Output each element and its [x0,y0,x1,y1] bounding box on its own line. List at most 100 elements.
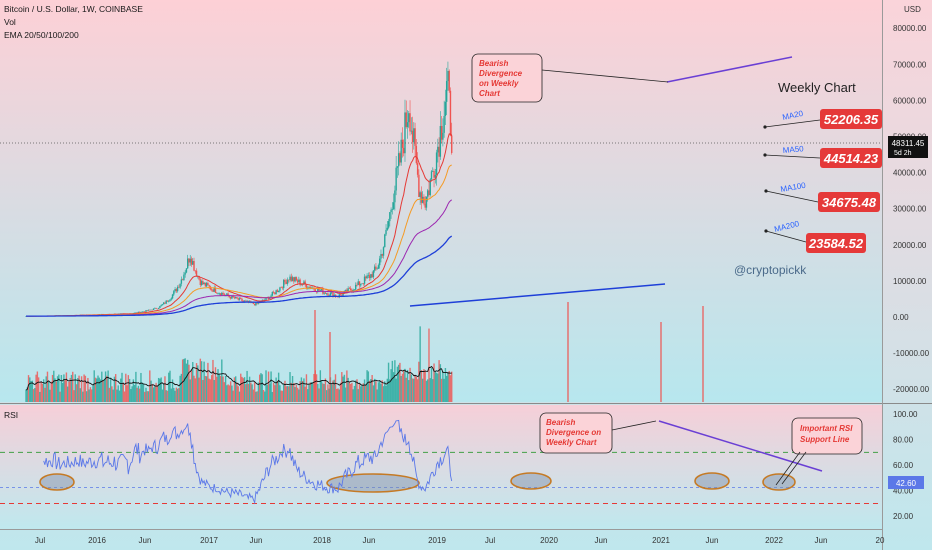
volume-bar [404,368,406,402]
volume-bar [221,359,223,402]
volume-bar [155,382,157,402]
candle-body [433,170,435,178]
rsi-support-text-1: Important RSI [800,424,853,433]
candle-body [308,286,310,289]
candle-body [424,203,426,208]
candle-body [376,268,378,270]
volume-bar [366,370,368,402]
volume-bar [227,384,229,402]
candle-body [406,122,409,127]
ma100-dot [764,189,768,193]
candle-body [202,281,204,285]
time-axis-tick: Jul [35,536,45,545]
candle-body [444,101,447,117]
volume-bar [178,388,180,402]
candle-body [136,312,138,314]
candle-body [295,277,298,281]
price-badge-countdown: 5d 2h [894,150,912,157]
volume-bar [315,374,318,402]
candle-body [183,274,185,281]
candle-body [445,81,448,102]
candle-body [165,300,167,304]
candle-body [361,283,363,285]
volume-bar [37,377,40,402]
candle-body [169,299,171,301]
candle-body [219,293,222,296]
candle-body [156,308,159,310]
rsi-bearish-pointer [611,420,657,431]
candle-body [367,275,370,276]
volume-bar [142,383,145,402]
candle-body [372,270,375,278]
volume-bar [391,360,394,402]
volume-bar [390,369,392,402]
volume-bar [112,389,114,402]
volume-bar [26,387,28,402]
volume-bar [250,382,252,402]
volume-bar [235,376,237,402]
candle-body [144,311,146,313]
candle-body [389,212,391,222]
ma200-pointer [765,230,807,243]
volume-bar [70,374,73,402]
volume-bar [106,375,108,402]
candle-body [368,275,371,279]
candle-body [327,293,329,296]
volume-bar [309,382,311,402]
candle-body [371,274,373,278]
ma200-value: 23584.52 [808,236,864,251]
volume-spike [567,302,569,402]
volume-bar [128,378,131,402]
volume-bar [217,369,219,402]
volume-bar [339,382,342,402]
candle-body [171,294,174,299]
volume-bar [90,389,93,402]
volume-bar [281,390,284,402]
volume-bar [240,373,242,402]
volume-bar [284,380,286,402]
volume-bar [214,367,217,402]
volume-bar [99,379,102,402]
candle-body [403,147,405,154]
volume-bar [259,374,261,402]
volume-bar [238,391,241,402]
ema200-support-line [409,283,666,307]
volume-bar [189,379,191,402]
volume-bar [156,385,159,402]
volume-bar [85,391,88,402]
volume-bar [348,381,351,402]
volume-bar [385,385,387,402]
candle-body [184,272,186,275]
candle-body [382,247,385,256]
volume-bar [169,370,171,402]
candle-body [286,279,289,284]
candle-body [409,113,411,132]
candle-body [411,130,414,143]
price-pane[interactable] [0,0,882,402]
ema200-line [26,235,453,317]
volume-bar [375,381,377,402]
volume-bar [341,372,343,402]
ema-lines [26,133,453,317]
volume-bar [261,374,263,402]
volume-bar [194,378,196,402]
rsi-pane[interactable] [0,405,882,529]
time-axis-tick: Jun [706,536,719,545]
volume-bar [96,378,98,402]
volume-bar [114,374,117,402]
volume-bar [358,383,361,402]
volume-bar [241,376,243,402]
volume-bar [42,379,45,402]
candle-body [323,292,325,294]
rsi-support-ellipse [510,472,552,490]
candle-body [189,258,191,263]
time-axis-tick: 2019 [428,536,446,545]
volume-bar [435,372,438,402]
candle-body [351,290,353,292]
volume-bar [413,378,415,402]
volume-bar [108,387,111,402]
candle-body [200,281,203,285]
candle-body [147,309,150,311]
